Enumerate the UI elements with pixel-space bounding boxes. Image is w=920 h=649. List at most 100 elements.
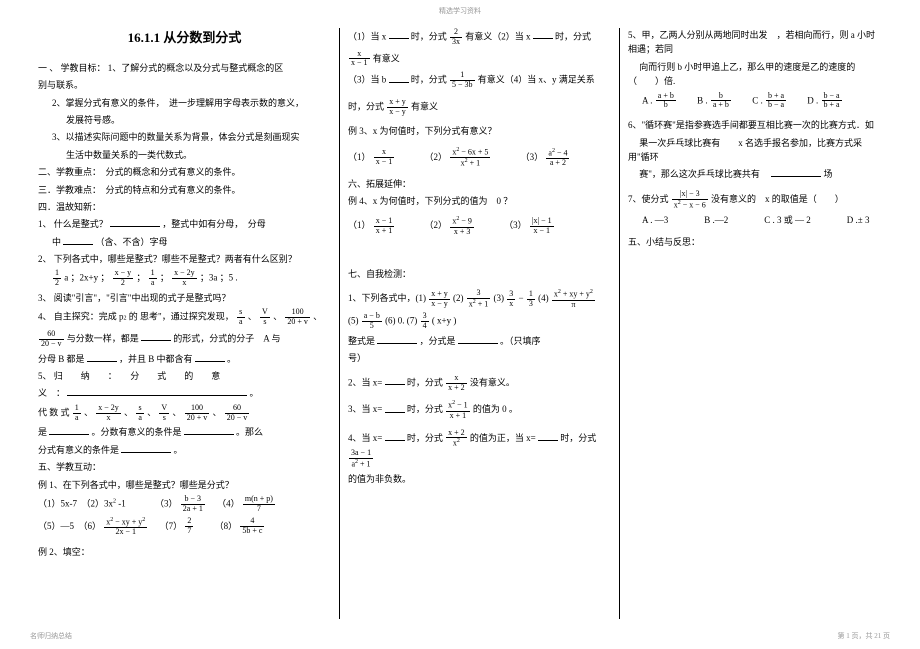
blank [49, 425, 89, 435]
column-2: （1）当 x 时，分式 23x 有意义（2）当 x 时，分式 xx − 1 有意… [340, 28, 620, 619]
blank [377, 334, 417, 344]
q5: 5、 归 纳 ： 分 式 的 意 [38, 369, 331, 383]
frac: 45b + c [240, 517, 264, 536]
text: 的值为正，当 x= [470, 433, 536, 443]
frac: 1a [73, 404, 81, 423]
frac: 13 [527, 290, 535, 309]
text: 时，分式 [348, 101, 384, 111]
text: （2） [425, 152, 448, 162]
q4: 4、 自主探究：完成 p2 的 思考"，通过探究发现， sa 、 Vs 、 10… [38, 308, 331, 327]
frac: 27 [185, 517, 193, 536]
blank [533, 29, 553, 39]
text: a ；2x+y ； [64, 273, 109, 283]
text: 时，分式 [407, 433, 443, 443]
text: 赛"，那么这次乒乓球比赛共有 [628, 169, 769, 179]
q5-line3: 代 数 式 1a 、 x − 2yx 、 sa 、 Vs 、 10020 + v… [38, 404, 331, 423]
frac: 3x2 + 1 [467, 289, 491, 309]
ex3: 例 3、x 为何值时，下列分式有意义？ [348, 124, 611, 138]
optB: B . [697, 95, 708, 105]
objective-2: 2、掌握分式有意义的条件， 进一步理解用字母表示数的意义， [38, 96, 331, 110]
text: （8） [215, 521, 238, 531]
text: 有意义（2）当 x [465, 31, 530, 41]
st3: 3、当 x= 时，分式 x2 − 1x + 1 的值为 0 。 [348, 400, 611, 420]
text: 3、当 x= [348, 405, 382, 415]
text: 。那么 [236, 427, 263, 437]
text: 时，分式 [411, 75, 447, 85]
st1c: 整式是 ，分式是 。（只填序 [348, 334, 611, 348]
text: ( x+y ) [432, 316, 457, 326]
text: 义 ： [38, 388, 65, 398]
q2-expr: 12 a ；2x+y ； x − y2 ； 1a ； x − 2yx ；3a ；… [38, 269, 331, 288]
text: ，分式是 [420, 336, 456, 346]
text: 时，分式 [555, 31, 591, 41]
st1: 1、下列各式中，(1) x + yx − y (2) 3x2 + 1 (3) 3… [348, 289, 611, 309]
objective-1: 一 、 学教目标： 1、了解分式的概念以及分式与整式概念的区 [38, 61, 331, 75]
text: （4） [217, 498, 240, 508]
text: 。分数有意义的条件是 [92, 427, 182, 437]
ex2-3: （3）当 b 时，分式 15 − 3b 有意义（4）当 x、y 满足关系 [348, 71, 611, 90]
q6-line2: 果一次乒乓球比赛有 x 名选手报名参加，比赛方式采用"循环 [628, 136, 882, 165]
blank [389, 73, 409, 83]
text: 分母 B 都是 [38, 354, 85, 364]
frac: m(n + p)7 [243, 495, 275, 514]
text: (2) [453, 293, 464, 303]
blank [538, 431, 558, 441]
frac: 1a [149, 269, 157, 288]
text: （1） [348, 221, 371, 231]
frac: 23x [450, 28, 462, 47]
text: 时，分式 [407, 377, 443, 387]
ex4: 例 4、x 为何值时，下列分式的值为 0 ？ [348, 194, 611, 208]
q5-line2: 义 ： 。 [38, 386, 331, 400]
q7: 7、使分式 |x| − 3x2 − x − 6 没有意义的 x 的取值是（ ） [628, 190, 882, 210]
ex2-4: 时，分式 x + yx − y 有意义 [348, 98, 611, 117]
q4-a: 4、 自主探究：完成 [38, 312, 117, 322]
frac: x2 − 1x + 1 [446, 400, 470, 420]
text: ； [136, 273, 145, 283]
text: 。 [174, 445, 183, 455]
objective-3b: 生活中数量关系的一类代数式。 [38, 148, 331, 162]
text: 1、下列各式中，(1) [348, 293, 426, 303]
text: ；3a ；5 . [200, 273, 238, 283]
frac: x2 − 9x + 3 [450, 216, 474, 236]
sep: 、 [313, 312, 322, 322]
q5-options: A . a + bb B . ba + b C . b + ab − a D .… [628, 92, 882, 111]
blank [141, 331, 171, 341]
frac: x2 − 6x + 5x2 + 1 [450, 147, 490, 169]
frac: x − 2yx [96, 404, 121, 423]
sub: 2 [124, 316, 127, 322]
q4-b: 的 思考"，通过探究发现， [129, 312, 234, 322]
frac: 6020 − v [39, 330, 64, 349]
sep: 、 [147, 407, 156, 417]
text: 与分数一样，都是 [67, 333, 139, 343]
q1-text-b: ，整式中如有分母， 分母 [162, 219, 266, 229]
section-title: 16.1.1 从分数到分式 [38, 28, 331, 49]
column-3: 5、甲，乙两人分别从两地同时出发 ，若相向而行，则 a 小时相遇；若同 向而行则… [620, 28, 890, 619]
ex2-1: （1）当 x 时，分式 23x 有意义（2）当 x 时，分式 [348, 28, 611, 47]
frac: ba + b [711, 92, 731, 111]
text: （3） [504, 221, 527, 231]
q2: 2、 下列各式中，哪些是整式？哪些不是整式？两者有什么区别？ [38, 252, 331, 266]
q6-line3: 赛"，那么这次乒乓球比赛共有 场 [628, 167, 882, 181]
ex2-1b: xx − 1 有意义 [348, 50, 611, 69]
frac: x − 2yx [172, 269, 197, 288]
text: 。 [250, 388, 259, 398]
frac: a − b5 [362, 312, 382, 331]
focus: 二、学教重点： 分式的概念和分式有意义的条件。 [38, 165, 331, 179]
q4-line3: 分母 B 都是 ，并且 B 中都含有 。 [38, 352, 331, 366]
st2: 2、当 x= 时，分式 xx + 2 没有意义。 [348, 374, 611, 393]
column-1: 16.1.1 从分数到分式 一 、 学教目标： 1、了解分式的概念以及分式与整式… [30, 28, 340, 619]
optC: C . [752, 95, 763, 105]
q1: 1、 什么是整式？ ，整式中如有分母， 分母 [38, 217, 331, 231]
text: 是 [38, 427, 47, 437]
text: （2） [425, 221, 448, 231]
frac: xx − 1 [349, 50, 370, 69]
text: （3） [521, 152, 544, 162]
blank [87, 352, 117, 362]
review-heading: 四．温故知新： [38, 200, 331, 214]
sup: 2 [113, 498, 116, 504]
text: 没有意义。 [470, 377, 515, 387]
frac: x + 2x2 [446, 429, 467, 449]
q7-options: A . ―3 B .―2 C . 3 或 ― 2 D .± 3 [628, 213, 882, 227]
sep: 、 [248, 312, 257, 322]
text: 有意义 [373, 53, 400, 63]
